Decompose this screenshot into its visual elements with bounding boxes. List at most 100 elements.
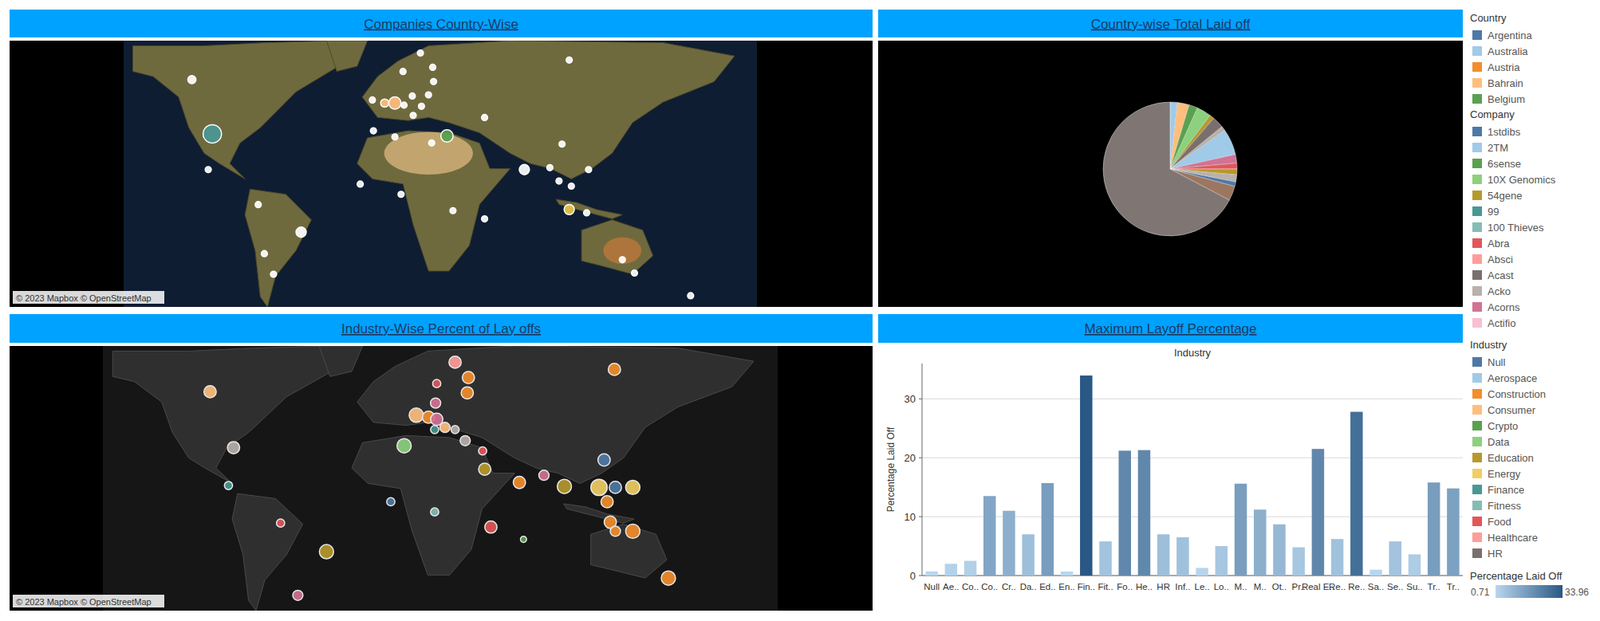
map-point — [625, 480, 640, 495]
legend-label: Acko — [1487, 285, 1511, 298]
pie-slice — [1103, 102, 1230, 237]
map-point — [450, 425, 459, 434]
map-point — [610, 526, 621, 537]
chart-title: Industry-Wise Percent of Lay offs — [341, 321, 541, 337]
legend-swatch — [1472, 302, 1482, 312]
map-point — [520, 536, 528, 544]
legend-label: Construction — [1487, 388, 1546, 401]
map-point — [585, 166, 592, 174]
legend-swatch — [1472, 206, 1482, 217]
legend-swatch — [1472, 548, 1482, 559]
map-point — [391, 133, 399, 141]
map-point — [566, 56, 573, 64]
map-point — [388, 97, 401, 110]
legend-swatch — [1472, 142, 1482, 153]
map-point — [449, 207, 457, 214]
tick — [918, 516, 923, 518]
legend-swatch — [1472, 238, 1482, 249]
x-tick-label: Ae.. — [942, 582, 959, 592]
land — [591, 524, 667, 580]
land — [232, 493, 304, 611]
map-point — [401, 102, 408, 109]
bar — [1157, 534, 1170, 576]
legend-title: Company — [1469, 108, 1515, 121]
map-point — [547, 165, 554, 172]
legend-label: Bahrain — [1487, 77, 1524, 90]
land — [555, 199, 623, 219]
x-tick-label: En.. — [1058, 582, 1075, 592]
ramp-max: 33.96 — [1564, 587, 1589, 599]
map-point — [425, 91, 432, 99]
legend-label: Food — [1487, 516, 1512, 529]
bar — [1312, 449, 1325, 576]
bar — [1119, 450, 1132, 576]
legend-label: 54gene — [1487, 189, 1522, 202]
legend-label: Crypto — [1487, 420, 1518, 433]
legend-swatch — [1472, 421, 1482, 431]
bar — [1215, 546, 1228, 576]
ocean — [102, 346, 778, 611]
map-point — [430, 398, 442, 409]
bar — [1272, 524, 1285, 576]
map-point — [398, 191, 405, 198]
legend-label: Acast — [1487, 269, 1514, 282]
bar — [1195, 567, 1208, 576]
bar — [1079, 375, 1092, 576]
legend-label: Belgium — [1487, 93, 1526, 106]
map-point — [357, 181, 364, 188]
chart-title: Companies Country-Wise — [363, 16, 519, 32]
legend-label: Acorns — [1487, 301, 1521, 314]
credit-bg — [12, 595, 165, 608]
legend-label: HR — [1487, 547, 1503, 560]
land — [133, 40, 348, 179]
map-point — [598, 453, 611, 466]
map-point — [559, 141, 566, 148]
legend-label: Actifio — [1487, 317, 1516, 330]
map-point — [461, 386, 473, 399]
x-tick-label: Re.. — [1347, 582, 1365, 592]
x-tick-label: Ot.. — [1272, 582, 1288, 592]
legend-swatch — [1472, 222, 1482, 233]
map-point — [319, 544, 334, 560]
map-point — [478, 463, 491, 476]
legend-label: Australia — [1487, 45, 1529, 58]
map-point — [481, 216, 489, 223]
x-tick-label: Fit.. — [1097, 582, 1113, 592]
bar — [1446, 488, 1459, 576]
map-point — [460, 435, 471, 446]
map-point — [484, 521, 497, 534]
desert — [384, 132, 473, 175]
bar — [1234, 484, 1247, 576]
legend-swatch — [1472, 46, 1482, 56]
map-point — [618, 256, 626, 264]
x-tick-label: Fo.. — [1116, 582, 1133, 592]
map-point — [430, 508, 439, 517]
map-point — [227, 441, 240, 454]
legend-swatch — [1472, 254, 1482, 265]
chart-title: Country-wise Total Laid off — [1091, 16, 1251, 32]
map-point — [441, 130, 454, 142]
map-point — [417, 50, 424, 57]
map-point — [539, 470, 550, 481]
bar — [1041, 483, 1054, 576]
map-credit: © 2023 Mapbox © OpenStreetMap — [15, 597, 152, 607]
x-tick-label: Sa.. — [1367, 582, 1384, 592]
bar — [1002, 511, 1015, 576]
bar — [1350, 412, 1363, 576]
map-point — [432, 379, 441, 388]
x-tick-label: Co.. — [961, 582, 979, 592]
map-point — [429, 64, 437, 71]
legend-title: Percentage Laid Off — [1469, 570, 1563, 583]
legend-label: Aerospace — [1487, 372, 1537, 385]
x-tick-label: M.. — [1234, 582, 1248, 592]
bar — [1060, 571, 1073, 576]
map-point — [600, 496, 613, 509]
map-point — [608, 363, 621, 376]
legend-label: 1stdibs — [1487, 126, 1522, 138]
panel-bg — [9, 40, 873, 308]
legend-swatch — [1472, 78, 1482, 88]
bar — [1427, 482, 1440, 576]
map-point — [512, 476, 525, 489]
map-point — [204, 386, 217, 399]
map-point — [462, 371, 475, 384]
